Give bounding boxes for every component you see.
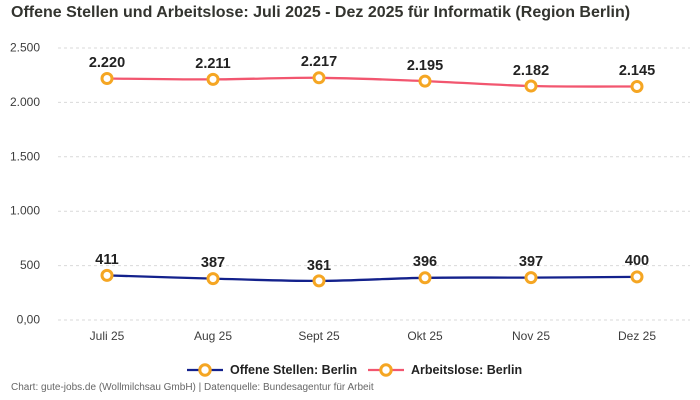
svg-text:400: 400 [625,253,649,269]
svg-text:2.145: 2.145 [619,63,655,79]
svg-text:Sept 25: Sept 25 [298,329,340,343]
svg-text:411: 411 [95,252,118,268]
svg-text:2.220: 2.220 [89,55,125,71]
svg-text:Nov 25: Nov 25 [512,329,550,343]
svg-text:1.000: 1.000 [10,204,40,218]
svg-text:Arbeitslose: Berlin: Arbeitslose: Berlin [411,363,522,377]
svg-text:1.500: 1.500 [10,149,40,163]
svg-text:Juli 25: Juli 25 [90,329,125,343]
svg-text:Offene Stellen: Berlin: Offene Stellen: Berlin [230,363,357,377]
svg-text:500: 500 [20,258,40,272]
svg-text:Aug 25: Aug 25 [194,329,232,343]
svg-text:0,00: 0,00 [17,313,41,327]
svg-text:397: 397 [519,254,543,270]
svg-text:387: 387 [201,255,225,271]
svg-text:Okt 25: Okt 25 [407,329,443,343]
svg-text:2.211: 2.211 [195,56,231,72]
svg-text:396: 396 [413,254,437,270]
svg-text:Dez 25: Dez 25 [618,329,656,343]
svg-text:361: 361 [307,258,331,274]
svg-text:2.500: 2.500 [10,41,40,55]
svg-text:2.000: 2.000 [10,95,40,109]
svg-text:2.217: 2.217 [301,54,337,70]
svg-text:2.195: 2.195 [407,58,443,74]
svg-text:2.182: 2.182 [513,63,549,79]
